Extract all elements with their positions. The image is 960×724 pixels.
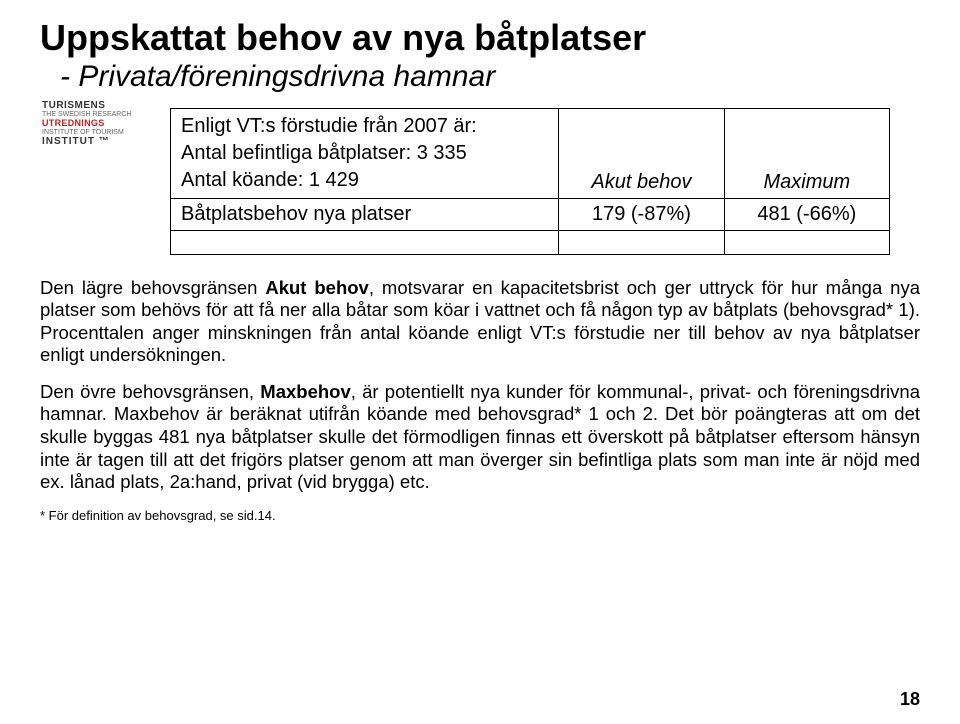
intro-line2: Antal befintliga båtplatser: 3 335 [181, 140, 548, 167]
table-row: Båtplatsbehov nya platser 179 (-87%) 481… [171, 198, 890, 230]
logo-line5: INSTITUT ™ [42, 136, 142, 147]
paragraph-2: Den övre behovsgränsen, Maxbehov, är pot… [40, 381, 920, 494]
row-label: Båtplatsbehov nya platser [171, 198, 559, 230]
col2-value: 481 (-66%) [724, 198, 889, 230]
intro-cell: Enligt VT:s förstudie från 2007 är: Anta… [171, 108, 559, 198]
logo-line3: UTREDNINGS [42, 119, 142, 129]
page-title: Uppskattat behov av nya båtplatser [40, 18, 920, 58]
empty-cell [724, 230, 889, 254]
page-number: 18 [900, 689, 920, 710]
p1-part-a: Den lägre behovsgränsen [40, 277, 265, 298]
footnote: * För definition av behovsgrad, se sid.1… [40, 508, 920, 524]
paragraph-1: Den lägre behovsgränsen Akut behov, mots… [40, 277, 920, 367]
logo: TURISMENS THE SWEDISH RESEARCH UTREDNING… [42, 100, 142, 147]
info-table-wrap: Enligt VT:s förstudie från 2007 är: Anta… [170, 108, 890, 255]
empty-cell [171, 230, 559, 254]
table-row [171, 230, 890, 254]
col2-header: Maximum [724, 108, 889, 198]
col1-header: Akut behov [559, 108, 724, 198]
info-table: Enligt VT:s förstudie från 2007 är: Anta… [170, 108, 890, 255]
intro-line1: Enligt VT:s förstudie från 2007 är: [181, 113, 548, 140]
col1-value: 179 (-87%) [559, 198, 724, 230]
body-text: Den lägre behovsgränsen Akut behov, mots… [40, 277, 920, 524]
p2-part-a: Den övre behovsgränsen, [40, 381, 260, 402]
intro-line3: Antal köande: 1 429 [181, 167, 548, 194]
logo-line1: TURISMENS [42, 100, 142, 111]
empty-cell [559, 230, 724, 254]
p1-bold: Akut behov [265, 277, 369, 298]
p2-bold: Maxbehov [260, 381, 350, 402]
logo-line4: INSTITUTE OF TOURISM [42, 129, 142, 137]
page-subtitle: - Privata/föreningsdrivna hamnar [60, 60, 920, 94]
